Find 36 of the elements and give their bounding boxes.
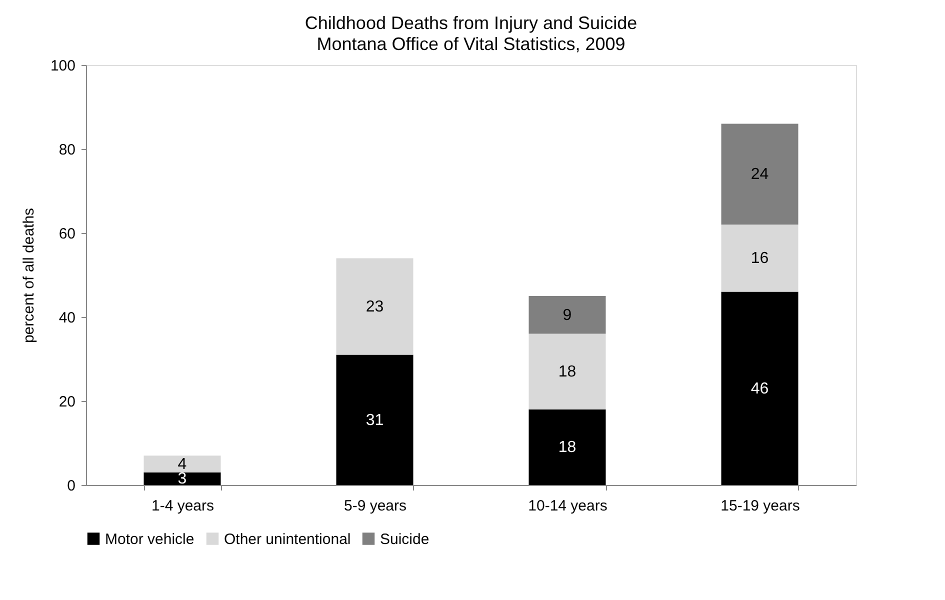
bar: [144, 472, 221, 485]
x-tick-label: 1-4 years: [151, 498, 214, 514]
bar: [721, 292, 798, 485]
bar: [528, 296, 606, 334]
bar: [336, 258, 414, 355]
data-label: 18: [558, 364, 576, 381]
data-label: 31: [366, 412, 384, 429]
data-label: 24: [750, 166, 769, 184]
data-label: 46: [750, 380, 769, 398]
y-tick-label: 100: [50, 58, 76, 74]
legend-label: Other unintentional: [224, 530, 351, 548]
chart-subtitle: Montana Office of Vital Statistics, 2009: [316, 34, 626, 54]
legend-label: Suicide: [380, 530, 430, 548]
legend-label: Motor vehicle: [105, 530, 194, 548]
data-label: 3: [178, 470, 187, 488]
data-label: 23: [366, 298, 384, 316]
y-axis-title: percent of all deaths: [20, 208, 38, 344]
bar: [528, 409, 606, 485]
x-tick-label: 5-9 years: [344, 498, 407, 514]
x-tick-label: 15-19 years: [720, 498, 800, 514]
chart-title: Childhood Deaths from Injury and Suicide: [304, 13, 638, 33]
y-tick-label: 80: [58, 142, 76, 158]
x-tick-label: 10-14 years: [528, 498, 608, 514]
data-label: 16: [750, 250, 769, 268]
data-label: 4: [178, 456, 187, 473]
bar: [528, 334, 606, 410]
bar: [721, 224, 798, 292]
data-label: 18: [558, 439, 576, 456]
bar: [144, 456, 221, 472]
data-label: 9: [562, 306, 572, 324]
y-tick-label: 20: [58, 394, 76, 410]
bar: [336, 354, 414, 485]
y-tick-label: 60: [58, 226, 76, 242]
y-tick-label: 40: [58, 310, 76, 326]
bar: [721, 124, 798, 225]
y-tick-label: 0: [67, 478, 76, 494]
